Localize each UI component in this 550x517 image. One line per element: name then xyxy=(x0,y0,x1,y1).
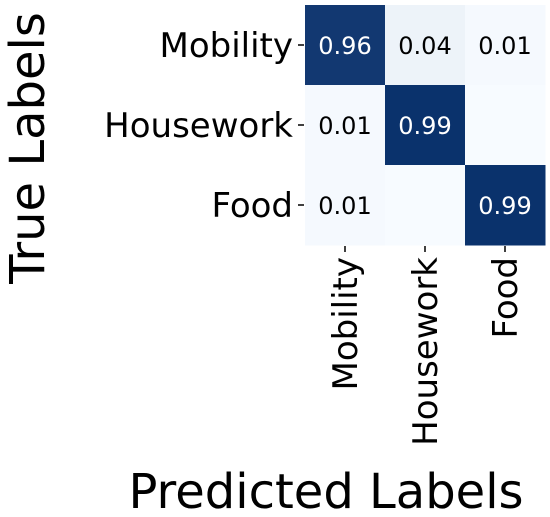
cell-value-label: 0.04 xyxy=(398,32,451,60)
cell-value-label: 0.01 xyxy=(318,192,371,220)
heatmap-cell xyxy=(465,165,546,246)
heatmap-cell xyxy=(305,85,386,166)
heatmap-cell xyxy=(465,5,546,86)
y-axis-label: True Labels xyxy=(0,12,56,285)
y-tick-label: Housework xyxy=(104,106,293,146)
cell-value-label: 0.01 xyxy=(478,32,531,60)
heatmap-cell xyxy=(385,165,466,246)
heatmap-cell xyxy=(305,165,386,246)
y-axis-ticks: Mobility Housework Food xyxy=(104,26,304,226)
x-axis-ticks: Mobility Housework Food xyxy=(326,246,526,446)
x-axis-label: Predicted Labels xyxy=(128,464,523,517)
cell-value-label: 0.96 xyxy=(318,32,371,60)
heatmap-cell xyxy=(385,85,466,166)
y-tick-label: Mobility xyxy=(159,26,293,66)
y-tick-label: Food xyxy=(211,186,293,226)
x-tick-label: Food xyxy=(486,257,526,339)
heatmap-cell xyxy=(305,5,386,86)
cell-value-label: 0.99 xyxy=(398,112,451,140)
heatmap-cell xyxy=(465,85,546,166)
cell-value-label: 0.01 xyxy=(318,112,371,140)
x-tick-label: Housework xyxy=(406,257,446,446)
cell-value-label: 0.99 xyxy=(478,192,531,220)
x-tick-label: Mobility xyxy=(326,257,366,391)
heatmap-cell xyxy=(385,5,466,86)
heatmap-cells: 0.96 0.04 0.01 0.01 0.99 0.01 0.99 xyxy=(305,5,546,246)
